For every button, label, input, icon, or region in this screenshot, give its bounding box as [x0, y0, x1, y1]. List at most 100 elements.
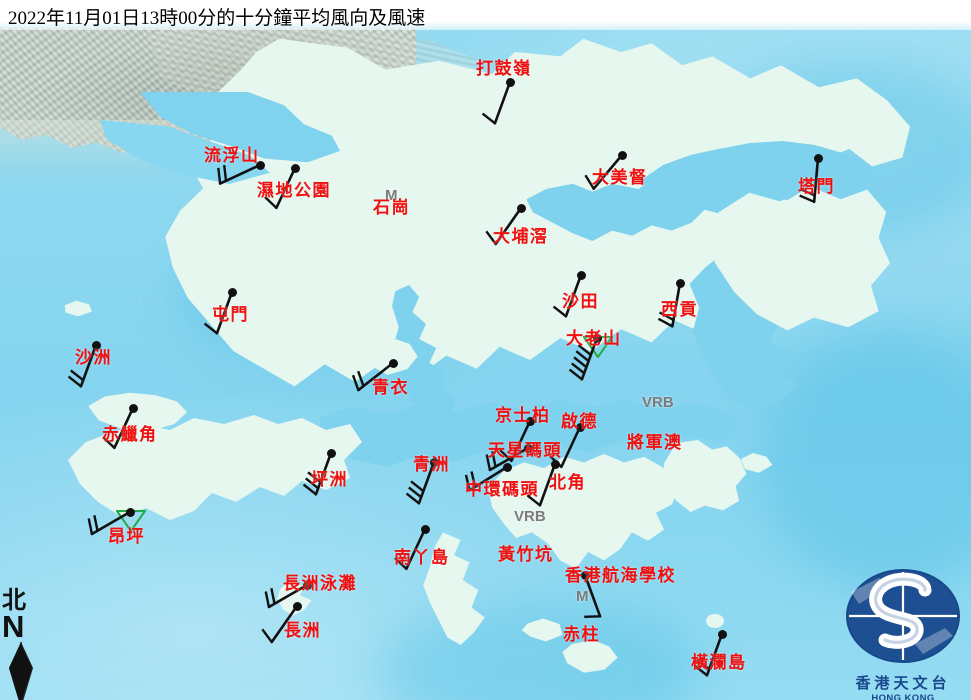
title-band	[0, 0, 971, 30]
station-dot	[580, 570, 590, 580]
station-name-label: 赤鱲角	[102, 425, 158, 444]
wind-barb-icon	[200, 105, 320, 230]
wind-barb-icon	[247, 525, 367, 650]
station-name-label: 沙洲	[75, 348, 112, 367]
station-dot	[525, 416, 535, 426]
wind-barb-icon	[620, 223, 740, 348]
station-name-label: 流浮山	[204, 146, 260, 165]
station-name-label: 打鼓嶺	[476, 59, 532, 78]
station-dot	[302, 580, 312, 590]
station-dot	[125, 507, 135, 517]
station-name-label: 天星碼頭	[488, 441, 562, 460]
wind-barb-icon	[537, 278, 657, 403]
landmass-waglan	[706, 614, 724, 628]
wind-barb-icon	[172, 232, 292, 357]
wind-barb-icon	[450, 22, 570, 147]
compass-label-cn: 北	[2, 588, 26, 614]
station-name-label: 黃竹坑	[498, 545, 554, 564]
wind-barb-icon	[70, 452, 190, 577]
station-name-label: 將軍澳	[627, 433, 683, 452]
wind-barb-icon	[758, 98, 878, 223]
wind-barb-icon	[365, 469, 485, 594]
station-dot	[575, 422, 585, 432]
station-name-label: 香港航海學校	[565, 566, 676, 585]
station-dot	[505, 77, 515, 87]
station-dot	[227, 287, 237, 297]
station-dot	[292, 601, 302, 611]
station-name-label: 北角	[549, 473, 586, 492]
station-dot	[717, 629, 727, 639]
station-name-label: 大老山	[566, 329, 622, 348]
station-dot	[576, 270, 586, 280]
wind-barb-icon	[525, 515, 645, 640]
station-name-label: 長洲	[284, 621, 321, 640]
station-name-label: 南丫島	[394, 548, 450, 567]
landmass-islet-east	[740, 453, 773, 473]
landmass-sha-chau	[64, 300, 92, 317]
station-name-label: 大美督	[592, 168, 648, 187]
station-name-label: 西貢	[661, 300, 698, 319]
wind-barb-icon	[73, 348, 193, 473]
station-flag-m: M	[576, 588, 589, 605]
station-dot	[675, 278, 685, 288]
station-name-label: 橫瀾島	[691, 653, 747, 672]
deep-water-patch	[760, 330, 971, 590]
wind-barb-icon	[333, 303, 453, 428]
station-dot	[592, 333, 602, 343]
station-name-label: 石崗	[373, 198, 410, 217]
page-title: 2022年11月01日13時00分的十分鐘平均風向及風速	[8, 8, 426, 29]
station-dot	[813, 153, 823, 163]
wind-barb-icon	[562, 95, 682, 220]
station-name-label: 屯門	[212, 305, 249, 324]
station-dot	[290, 163, 300, 173]
station-dot	[388, 358, 398, 368]
station-dot	[617, 150, 627, 160]
wind-barb-icon	[468, 388, 588, 513]
station-name-label: 京士柏	[495, 406, 551, 425]
station-name-label: 昂坪	[108, 527, 145, 546]
hko-logo: 香港天文台 HONG KONG OBSERVATORY	[839, 566, 967, 700]
compass-north-arrow: 北 N	[2, 588, 42, 700]
station-name-label: 濕地公園	[257, 181, 331, 200]
wind-barb-icon	[447, 407, 567, 532]
station-name-label: 中環碼頭	[465, 480, 539, 499]
station-dot	[420, 524, 430, 534]
station-dot	[550, 459, 560, 469]
wind-barb-icon	[461, 148, 581, 273]
station-dot	[502, 462, 512, 472]
station-name-label: 塔門	[798, 177, 835, 196]
station-flag-vrb: VRB	[642, 394, 674, 411]
station-flag-m: M	[385, 187, 398, 204]
wind-barb-icon	[235, 108, 355, 233]
station-name-label: 青衣	[372, 378, 409, 397]
hko-emblem-icon	[846, 569, 960, 663]
station-dot	[326, 448, 336, 458]
station-dot	[516, 203, 526, 213]
station-flag-vrb: VRB	[514, 508, 546, 525]
station-dot	[429, 457, 439, 467]
station-name-label: 長洲泳灘	[283, 574, 357, 593]
station-dot	[523, 443, 533, 453]
station-name-label: 大埔滘	[493, 227, 549, 246]
station-name-label: 沙田	[562, 292, 599, 311]
compass-label-en: N	[2, 609, 25, 644]
station-name-label: 青洲	[413, 455, 450, 474]
wind-barb-icon	[36, 285, 156, 410]
station-dot	[255, 160, 265, 170]
landmass-clearwater-bay	[663, 440, 747, 512]
wind-barb-icon	[521, 215, 641, 340]
station-dot	[91, 340, 101, 350]
logo-label-cn: 香港天文台	[855, 676, 951, 692]
wind-barb-icon	[374, 402, 494, 527]
north-arrow-icon	[9, 642, 33, 700]
station-name-label: 啟德	[561, 412, 598, 431]
wind-barb-icon	[662, 574, 782, 699]
logo-label-en: HONG KONG OBSERVATORY	[871, 693, 935, 700]
station-dot	[128, 403, 138, 413]
wind-barb-icon	[237, 546, 357, 671]
landmass-islet-south	[521, 618, 563, 642]
wind-barb-icon	[495, 404, 615, 529]
wind-barb-icon	[271, 393, 391, 518]
station-name-label: 坪洲	[311, 470, 348, 489]
